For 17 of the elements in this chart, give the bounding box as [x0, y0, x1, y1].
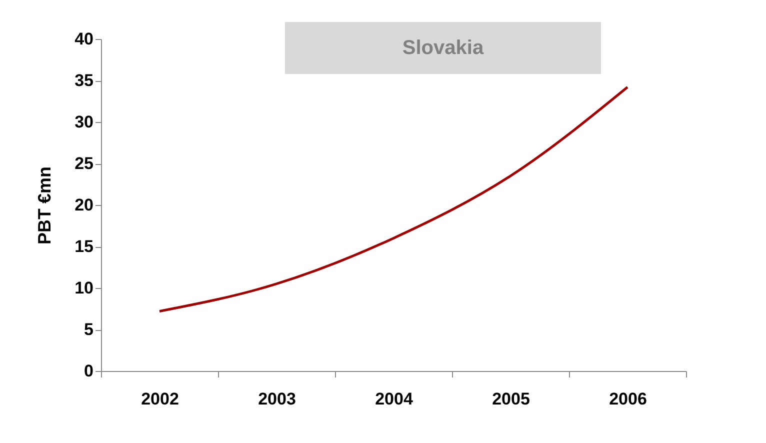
x-tick-label: 2003 — [258, 390, 296, 408]
y-tick-label: 25 — [74, 154, 94, 173]
x-tick-label: 2002 — [141, 390, 179, 408]
y-tick-label: 0 — [84, 362, 94, 380]
y-tick-label: 20 — [74, 196, 94, 214]
y-tick-label: 5 — [84, 320, 94, 339]
line-series — [158, 86, 629, 312]
y-tick-label: 15 — [74, 237, 94, 256]
y-tick-label: 30 — [74, 112, 94, 132]
x-tick-label: 2004 — [375, 390, 414, 408]
x-tick-label: 2006 — [609, 390, 647, 408]
title-panel: Slovakia — [285, 22, 601, 74]
y-tick-label: 35 — [74, 71, 94, 90]
y-tick-label: 40 — [74, 30, 94, 48]
y-axis-title: PBT €mn — [34, 166, 55, 245]
x-tick-label: 2005 — [492, 390, 530, 408]
y-tick-label: 10 — [74, 278, 94, 298]
